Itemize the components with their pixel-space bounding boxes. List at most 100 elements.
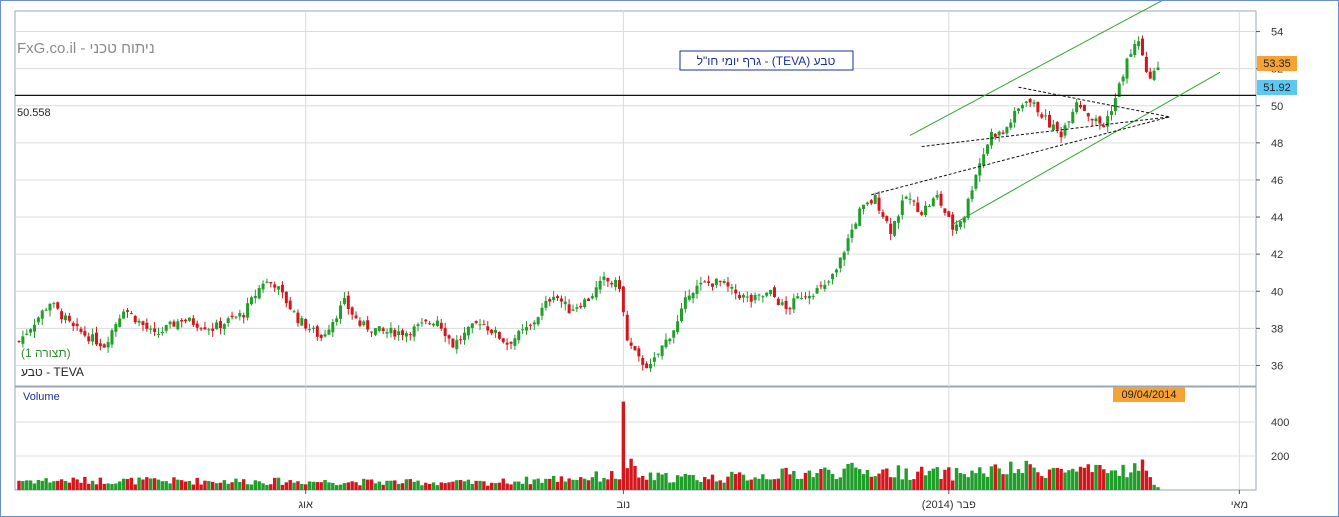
candle-body-up xyxy=(827,281,831,283)
candle-body-up xyxy=(691,293,695,299)
volume-bar-down xyxy=(710,474,715,490)
volume-bar-down xyxy=(788,474,792,490)
volume-bar-down xyxy=(1148,477,1152,490)
candle-body-down xyxy=(889,223,893,234)
volume-bar-up xyxy=(923,475,928,490)
candle-body-up xyxy=(730,286,734,289)
volume-bar-up xyxy=(176,479,180,490)
volume-bar-up xyxy=(323,480,327,490)
candle-body-up xyxy=(466,326,470,336)
volume-bar-up xyxy=(187,481,192,490)
candle-body-up xyxy=(1071,111,1075,123)
volume-bar-down xyxy=(242,479,246,490)
volume-bar-down xyxy=(489,482,494,490)
candle-body-down xyxy=(60,311,64,320)
candle-body-down xyxy=(788,308,792,310)
volume-bar-down xyxy=(641,475,645,490)
candle-body-down xyxy=(94,332,98,345)
volume-bar-up xyxy=(1067,470,1071,490)
volume-bar-up xyxy=(1133,463,1137,490)
volume-bar-down xyxy=(451,481,455,490)
candle-body-up xyxy=(253,295,257,299)
candle-body-up xyxy=(377,326,381,331)
candle-body-up xyxy=(40,310,44,319)
candle-body-up xyxy=(32,324,36,332)
volume-bar-down xyxy=(772,479,777,490)
candle-body-up xyxy=(277,286,281,290)
volume-bar-up xyxy=(331,482,335,490)
candle-body-up xyxy=(21,336,25,344)
candle-body-up xyxy=(602,276,606,280)
volume-bar-down xyxy=(199,484,203,490)
volume-bar-up xyxy=(106,483,110,490)
candle-body-up xyxy=(893,221,897,236)
volume-bar-up xyxy=(656,472,660,490)
volume-bar-down xyxy=(443,483,447,490)
volume-bar-down xyxy=(381,484,385,490)
candle-body-down xyxy=(629,342,633,346)
candle-body-down xyxy=(633,346,637,351)
candle-body-up xyxy=(722,280,726,284)
volume-bar-up xyxy=(110,484,114,490)
candle-body-up xyxy=(455,340,459,350)
candle-body-up xyxy=(838,257,842,269)
volume-bar-down xyxy=(509,484,513,490)
volume-bar-up xyxy=(164,481,168,490)
candle-body-down xyxy=(273,284,277,288)
candle-body-up xyxy=(594,287,598,298)
candle-body-down xyxy=(304,319,308,329)
candle-body-up xyxy=(1133,44,1137,56)
price-tick-label: 44 xyxy=(1271,212,1283,224)
candle-body-down xyxy=(869,200,873,204)
candle-body-up xyxy=(1032,102,1036,104)
candle-body-up xyxy=(679,308,683,322)
month-label: נוב xyxy=(617,499,631,511)
candle-body-down xyxy=(772,287,776,298)
candle-body-down xyxy=(288,300,292,310)
candle-body-up xyxy=(552,296,556,301)
candle-body-down xyxy=(191,318,195,325)
volume-bar-up xyxy=(846,463,850,490)
volume-bar-down xyxy=(633,465,637,490)
volume-bar-up xyxy=(52,481,56,490)
volume-bar-up xyxy=(1016,469,1021,490)
volume-bar-down xyxy=(776,478,781,490)
volume-bar-up xyxy=(1043,477,1048,490)
last-value-text: 51.92 xyxy=(1263,82,1291,94)
candle-body-up xyxy=(265,281,269,283)
candle-body-down xyxy=(587,298,590,301)
candle-body-down xyxy=(439,322,443,329)
candle-body-up xyxy=(765,292,769,296)
chart-title-box xyxy=(679,50,854,71)
volume-bar-up xyxy=(1024,460,1028,490)
candle-body-down xyxy=(203,327,207,330)
candle-body-up xyxy=(668,338,672,342)
candle-body-down xyxy=(87,336,91,342)
volume-bar-up xyxy=(823,467,827,490)
volume-bar-down xyxy=(125,478,130,490)
candle-body-up xyxy=(1125,58,1129,79)
candle-body-down xyxy=(1102,125,1106,128)
volume-bar-up xyxy=(1063,472,1067,490)
volume-bar-down xyxy=(102,483,106,490)
volume-bar-down xyxy=(195,477,199,490)
volume-bar-up xyxy=(520,483,525,490)
volume-bar-up xyxy=(768,479,773,490)
month-label: אוג xyxy=(298,499,313,511)
volume-bar-up xyxy=(544,478,548,490)
volume-bar-up xyxy=(780,468,784,490)
candle-body-down xyxy=(606,278,610,282)
volume-bar-down xyxy=(458,480,463,490)
candle-body-up xyxy=(91,334,95,342)
volume-bar-up xyxy=(761,474,765,490)
candle-body-up xyxy=(36,317,40,323)
candle-body-up xyxy=(815,288,819,294)
candle-body-down xyxy=(315,326,319,337)
volume-bar-up xyxy=(970,470,974,490)
symbol-label: טבע - TEVA xyxy=(21,365,84,379)
candle-body-down xyxy=(939,193,943,206)
volume-bar-up xyxy=(462,481,467,490)
volume-bar-up xyxy=(683,473,688,490)
candle-body-up xyxy=(850,229,854,238)
candle-body-up xyxy=(648,363,652,369)
